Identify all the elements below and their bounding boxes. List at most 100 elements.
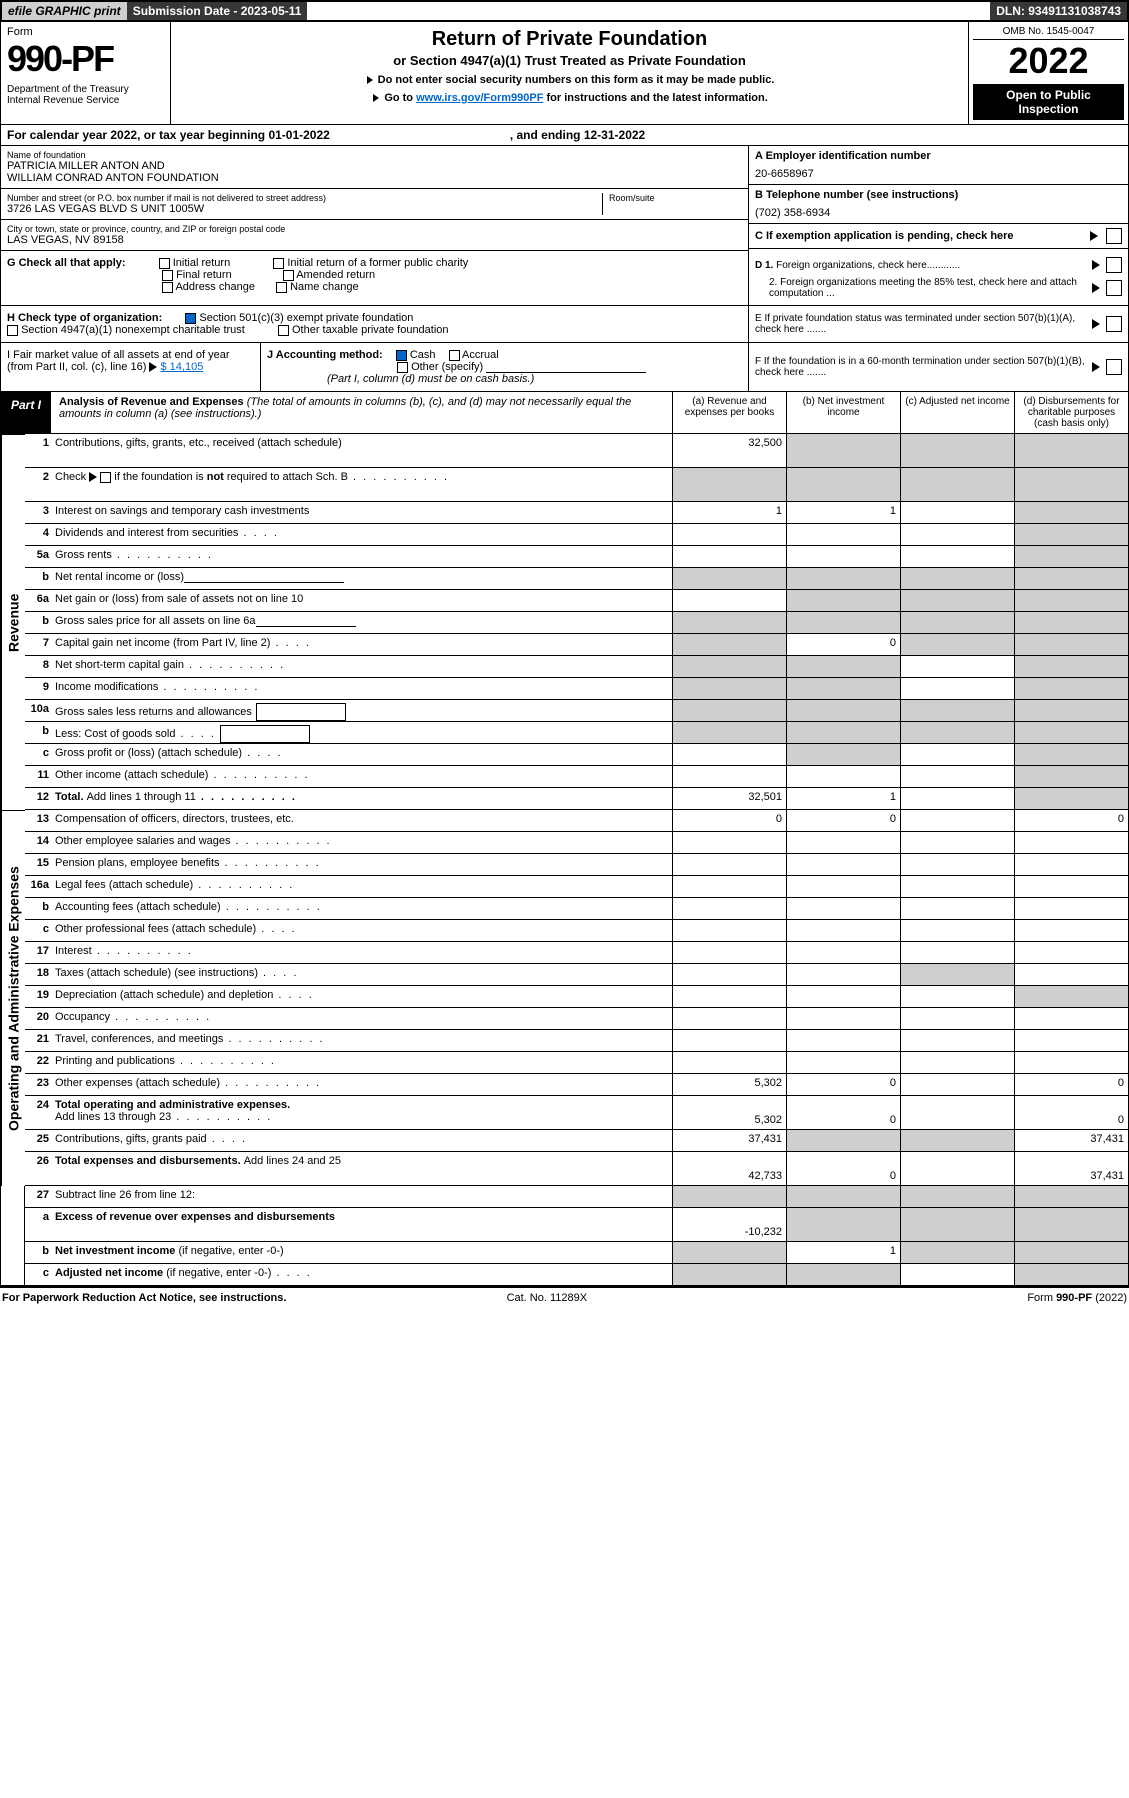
h-other-checkbox[interactable] [278,325,289,336]
col-a-header: (a) Revenue and expenses per books [672,392,786,433]
h-501c3-checkbox[interactable] [185,313,196,324]
table-row: 16aLegal fees (attach schedule) [25,876,1128,898]
paperwork-notice: For Paperwork Reduction Act Notice, see … [2,1292,286,1304]
g-address-checkbox[interactable] [162,282,173,293]
irs-link[interactable]: www.irs.gov/Form990PF [416,92,543,104]
table-row: 18Taxes (attach schedule) (see instructi… [25,964,1128,986]
header-bar: efile GRAPHIC print Submission Date - 20… [0,0,1129,22]
dept-irs: Internal Revenue Service [7,95,164,106]
j-accrual-checkbox[interactable] [449,350,460,361]
e-checkbox[interactable] [1106,316,1122,332]
omb-number: OMB No. 1545-0047 [973,26,1124,40]
submission-date: Submission Date - 2023-05-11 [127,2,308,20]
i-j-f-row: I Fair market value of all assets at end… [0,343,1129,392]
arrow-icon [1090,231,1098,241]
col-b-header: (b) Net investment income [786,392,900,433]
efile-label[interactable]: efile GRAPHIC print [2,2,127,20]
table-row: bAccounting fees (attach schedule) [25,898,1128,920]
table-row: bGross sales price for all assets on lin… [25,612,1128,634]
city-label: City or town, state or province, country… [7,224,742,234]
foundation-name-1: PATRICIA MILLER ANTON AND [7,160,742,172]
form-title: Return of Private Foundation [191,28,948,51]
phone-label: B Telephone number (see instructions) [755,189,1122,201]
part1-table: Revenue 1Contributions, gifts, grants, e… [0,434,1129,1286]
street-address: 3726 LAS VEGAS BLVD S UNIT 1005W [7,203,602,215]
form-word: Form [7,26,164,38]
h-4947-checkbox[interactable] [7,325,18,336]
open-to-public: Open to Public Inspection [973,84,1124,120]
g-name-checkbox[interactable] [276,282,287,293]
g-d-row: G Check all that apply: Initial return I… [0,251,1129,306]
g-former-checkbox[interactable] [273,258,284,269]
g-final-checkbox[interactable] [162,270,173,281]
form-number: 990-PF [7,38,164,80]
table-row: 21Travel, conferences, and meetings [25,1030,1128,1052]
table-row: 5aGross rents [25,546,1128,568]
arrow-icon [89,472,97,482]
arrow-icon [1092,319,1100,329]
d1-checkbox[interactable] [1106,257,1122,273]
tax-year: 2022 [973,40,1124,82]
table-row: 1Contributions, gifts, grants, etc., rec… [25,434,1128,468]
city-state-zip: LAS VEGAS, NV 89158 [7,234,742,246]
table-row: 19Depreciation (attach schedule) and dep… [25,986,1128,1008]
h-label: H Check type of organization: [7,312,162,324]
catalog-number: Cat. No. 11289X [507,1292,588,1304]
j-cash-checkbox[interactable] [396,350,407,361]
entity-info: Name of foundation PATRICIA MILLER ANTON… [0,146,1129,251]
j-label: J Accounting method: [267,349,383,361]
g-initial-checkbox[interactable] [159,258,170,269]
g-amended-checkbox[interactable] [283,270,294,281]
arrow-icon [1092,362,1100,372]
table-row: 25Contributions, gifts, grants paid37,43… [25,1130,1128,1152]
ein-value: 20-6658967 [755,168,1122,180]
f-checkbox[interactable] [1106,359,1122,375]
table-row: cOther professional fees (attach schedul… [25,920,1128,942]
table-row: 3Interest on savings and temporary cash … [25,502,1128,524]
table-row: bNet rental income or (loss) [25,568,1128,590]
arrow-icon [1092,283,1100,293]
instr-ssn: Do not enter social security numbers on … [378,74,775,86]
table-row: 7Capital gain net income (from Part IV, … [25,634,1128,656]
table-row: 23Other expenses (attach schedule)5,3020… [25,1074,1128,1096]
c-label: C If exemption application is pending, c… [755,230,1090,242]
table-row: 27Subtract line 26 from line 12: [25,1186,1128,1208]
part1-label: Part I [1,392,51,433]
i-value: $ 14,105 [161,361,204,373]
name-label: Name of foundation [7,150,742,160]
street-label: Number and street (or P.O. box number if… [7,193,602,203]
arrow-icon [149,362,157,372]
footer: For Paperwork Reduction Act Notice, see … [0,1286,1129,1308]
table-row: 14Other employee salaries and wages [25,832,1128,854]
table-row: 24Total operating and administrative exp… [25,1096,1128,1130]
table-row: aExcess of revenue over expenses and dis… [25,1208,1128,1242]
arrow-icon [367,76,373,84]
j-other-checkbox[interactable] [397,362,408,373]
table-row: 20Occupancy [25,1008,1128,1030]
table-row: 17Interest [25,942,1128,964]
col-d-header: (d) Disbursements for charitable purpose… [1014,392,1128,433]
d2-checkbox[interactable] [1106,280,1122,296]
arrow-icon [1092,260,1100,270]
e-label: E If private foundation status was termi… [755,313,1092,335]
part1-header: Part I Analysis of Revenue and Expenses … [0,392,1129,434]
table-row: 13Compensation of officers, directors, t… [25,810,1128,832]
col-c-header: (c) Adjusted net income [900,392,1014,433]
table-row: 22Printing and publications [25,1052,1128,1074]
table-row: 8Net short-term capital gain [25,656,1128,678]
h-e-row: H Check type of organization: Section 50… [0,306,1129,343]
table-row: bLess: Cost of goods sold [25,722,1128,744]
c-checkbox[interactable] [1106,228,1122,244]
table-row: bNet investment income (if negative, ent… [25,1242,1128,1264]
table-row: 26Total expenses and disbursements. Add … [25,1152,1128,1186]
schb-checkbox[interactable] [100,472,111,483]
form-subtitle: or Section 4947(a)(1) Trust Treated as P… [191,53,948,68]
table-row: 2Check if the foundation is not required… [25,468,1128,502]
foundation-name-2: WILLIAM CONRAD ANTON FOUNDATION [7,172,742,184]
table-row: cAdjusted net income (if negative, enter… [25,1264,1128,1286]
expenses-side-label: Operating and Administrative Expenses [1,810,25,1186]
table-row: 6aNet gain or (loss) from sale of assets… [25,590,1128,612]
table-row: 10aGross sales less returns and allowanc… [25,700,1128,722]
dln-label: DLN: 93491131038743 [990,2,1127,20]
g-label: G Check all that apply: [7,257,126,269]
